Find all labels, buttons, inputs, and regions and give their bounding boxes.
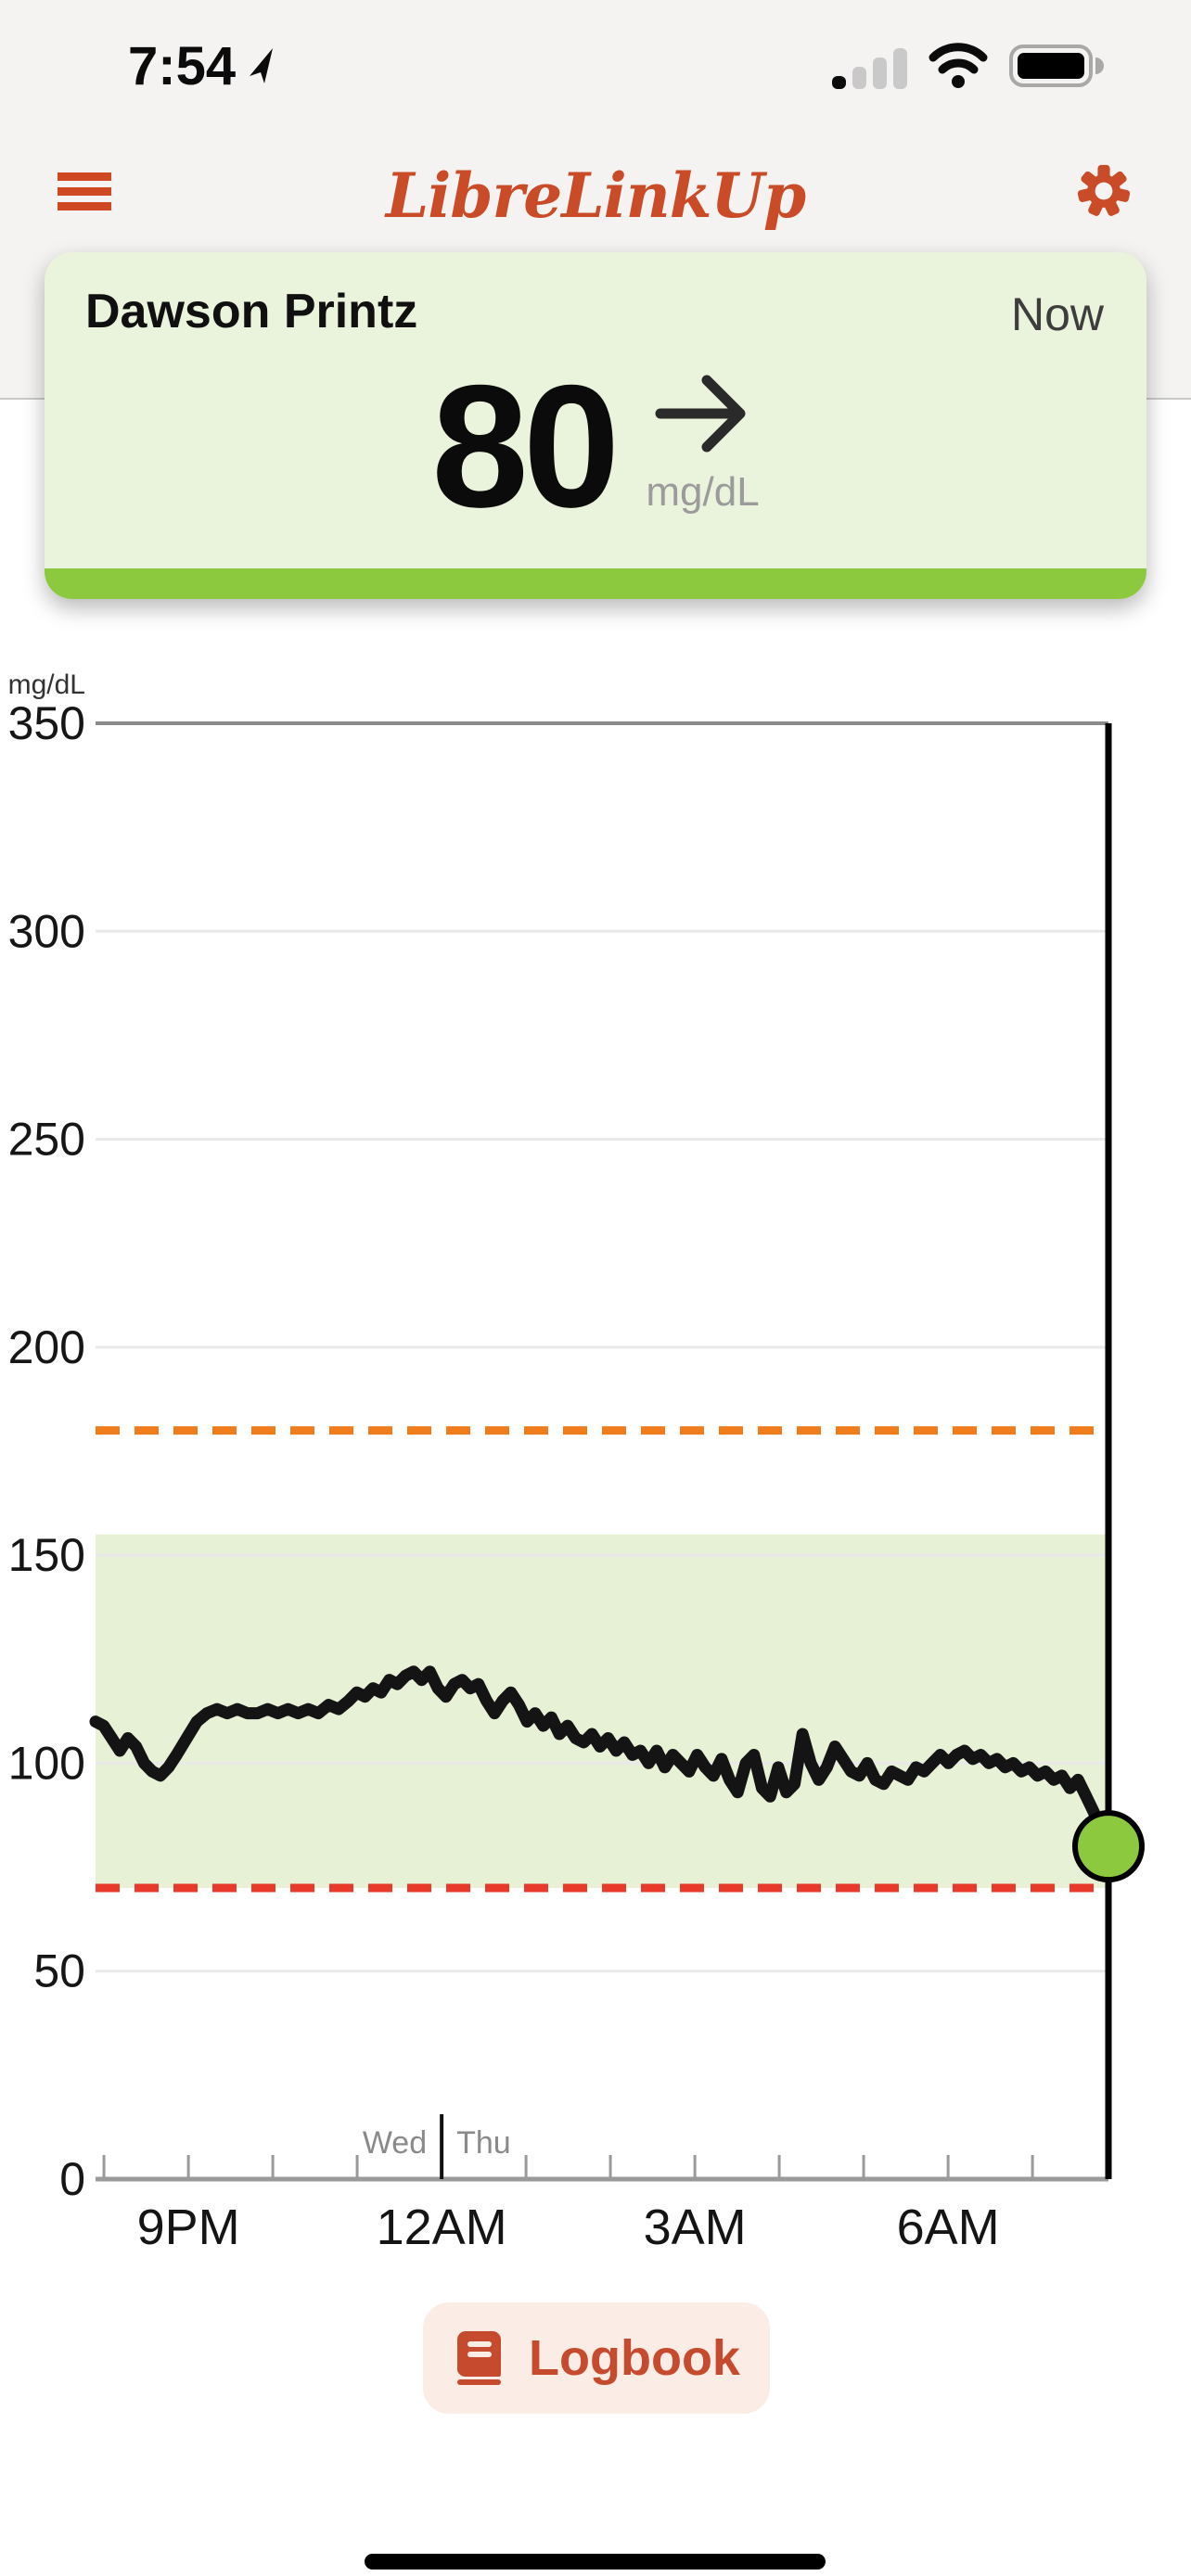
status-icons — [832, 41, 1106, 89]
patient-glucose-card[interactable]: Dawson Printz Now 80 mg/dL — [45, 252, 1146, 599]
patient-name: Dawson Printz — [85, 285, 418, 338]
status-time: 7:54 — [128, 36, 237, 96]
x-axis-tick-label: 9PM — [137, 2200, 240, 2255]
y-axis-tick-label: 250 — [8, 1114, 85, 1166]
glucose-value: 80 — [431, 349, 620, 543]
y-axis-tick-label: 300 — [8, 905, 85, 957]
cellular-signal-icon — [832, 41, 907, 89]
home-indicator — [365, 2554, 826, 2570]
logbook-button[interactable]: Logbook — [423, 2302, 770, 2414]
y-axis-tick-label: 350 — [8, 697, 85, 749]
reading-timestamp: Now — [1010, 288, 1104, 340]
app-title: LibreLinkUp — [385, 159, 806, 232]
location-arrow-icon — [250, 48, 273, 83]
x-axis-tick-label: 6AM — [897, 2200, 1000, 2255]
y-axis-tick-label: 100 — [8, 1737, 85, 1789]
y-axis-tick-label: 150 — [8, 1529, 85, 1581]
battery-icon — [1009, 45, 1104, 87]
menu-button[interactable] — [58, 172, 111, 210]
x-axis-tick-label: 3AM — [644, 2200, 747, 2255]
glucose-reading: 80 mg/dL — [45, 349, 1146, 543]
trend-steady-arrow-icon — [655, 375, 746, 453]
y-axis-unit-label: mg/dL — [8, 670, 85, 700]
wifi-icon — [928, 43, 988, 88]
y-axis-tick-label: 0 — [59, 2153, 85, 2205]
logbook-label: Logbook — [529, 2330, 740, 2386]
current-reading-dot — [1072, 1810, 1145, 1883]
in-range-status-bar — [45, 568, 1146, 599]
y-axis-tick-label: 50 — [33, 1945, 85, 1997]
book-icon — [457, 2331, 502, 2385]
glucose-trace-line — [89, 1665, 1115, 1853]
day-label-right: Thu — [456, 2125, 511, 2161]
settings-gear-icon[interactable] — [1076, 163, 1132, 219]
glucose-unit: mg/dL — [646, 469, 760, 515]
y-axis-tick-label: 200 — [8, 1321, 85, 1373]
x-axis-tick-label: 12AM — [377, 2200, 507, 2255]
day-label-left: Wed — [363, 2125, 427, 2161]
